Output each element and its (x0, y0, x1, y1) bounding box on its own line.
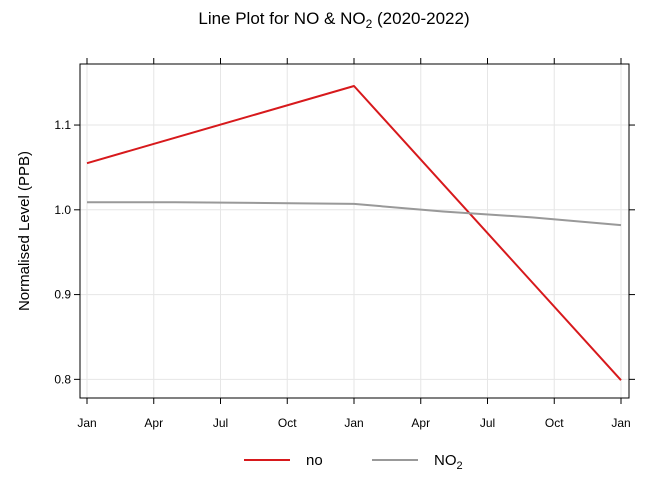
legend-label: NO2 (434, 452, 463, 472)
chart-title: Line Plot for NO & NO2 (2020-2022) (198, 9, 469, 31)
legend-item-no2: NO2 (372, 452, 463, 472)
y-tick-label: 0.9 (54, 288, 71, 302)
legend-label: no (306, 452, 323, 469)
x-tick-label: Oct (278, 416, 297, 430)
x-tick-label: Apr (411, 416, 430, 430)
x-tick-label: Oct (545, 416, 564, 430)
legend-item-no: no (244, 452, 323, 469)
x-tick-label: Apr (144, 416, 163, 430)
x-tick-label: Jan (344, 416, 363, 430)
series-line-no (86, 85, 622, 381)
series-lines (86, 85, 622, 381)
series-line-no2 (87, 201, 622, 227)
x-tick-label: Jul (213, 416, 228, 430)
grid (80, 64, 629, 398)
y-tick-label: 1.1 (54, 118, 71, 132)
x-tick-label: Jan (611, 416, 630, 430)
x-tick-label: Jan (77, 416, 96, 430)
y-axis-label: Normalised Level (PPB) (16, 151, 33, 311)
x-tick-label: Jul (480, 416, 495, 430)
y-tick-label: 0.8 (54, 372, 71, 386)
axes: Jan Apr Jul Oct Jan Apr Jul Oct Jan 0.8 0.9 1.0 1.1 (54, 58, 635, 430)
y-tick-label: 1.0 (54, 203, 71, 217)
legend: no NO2 (244, 452, 463, 472)
